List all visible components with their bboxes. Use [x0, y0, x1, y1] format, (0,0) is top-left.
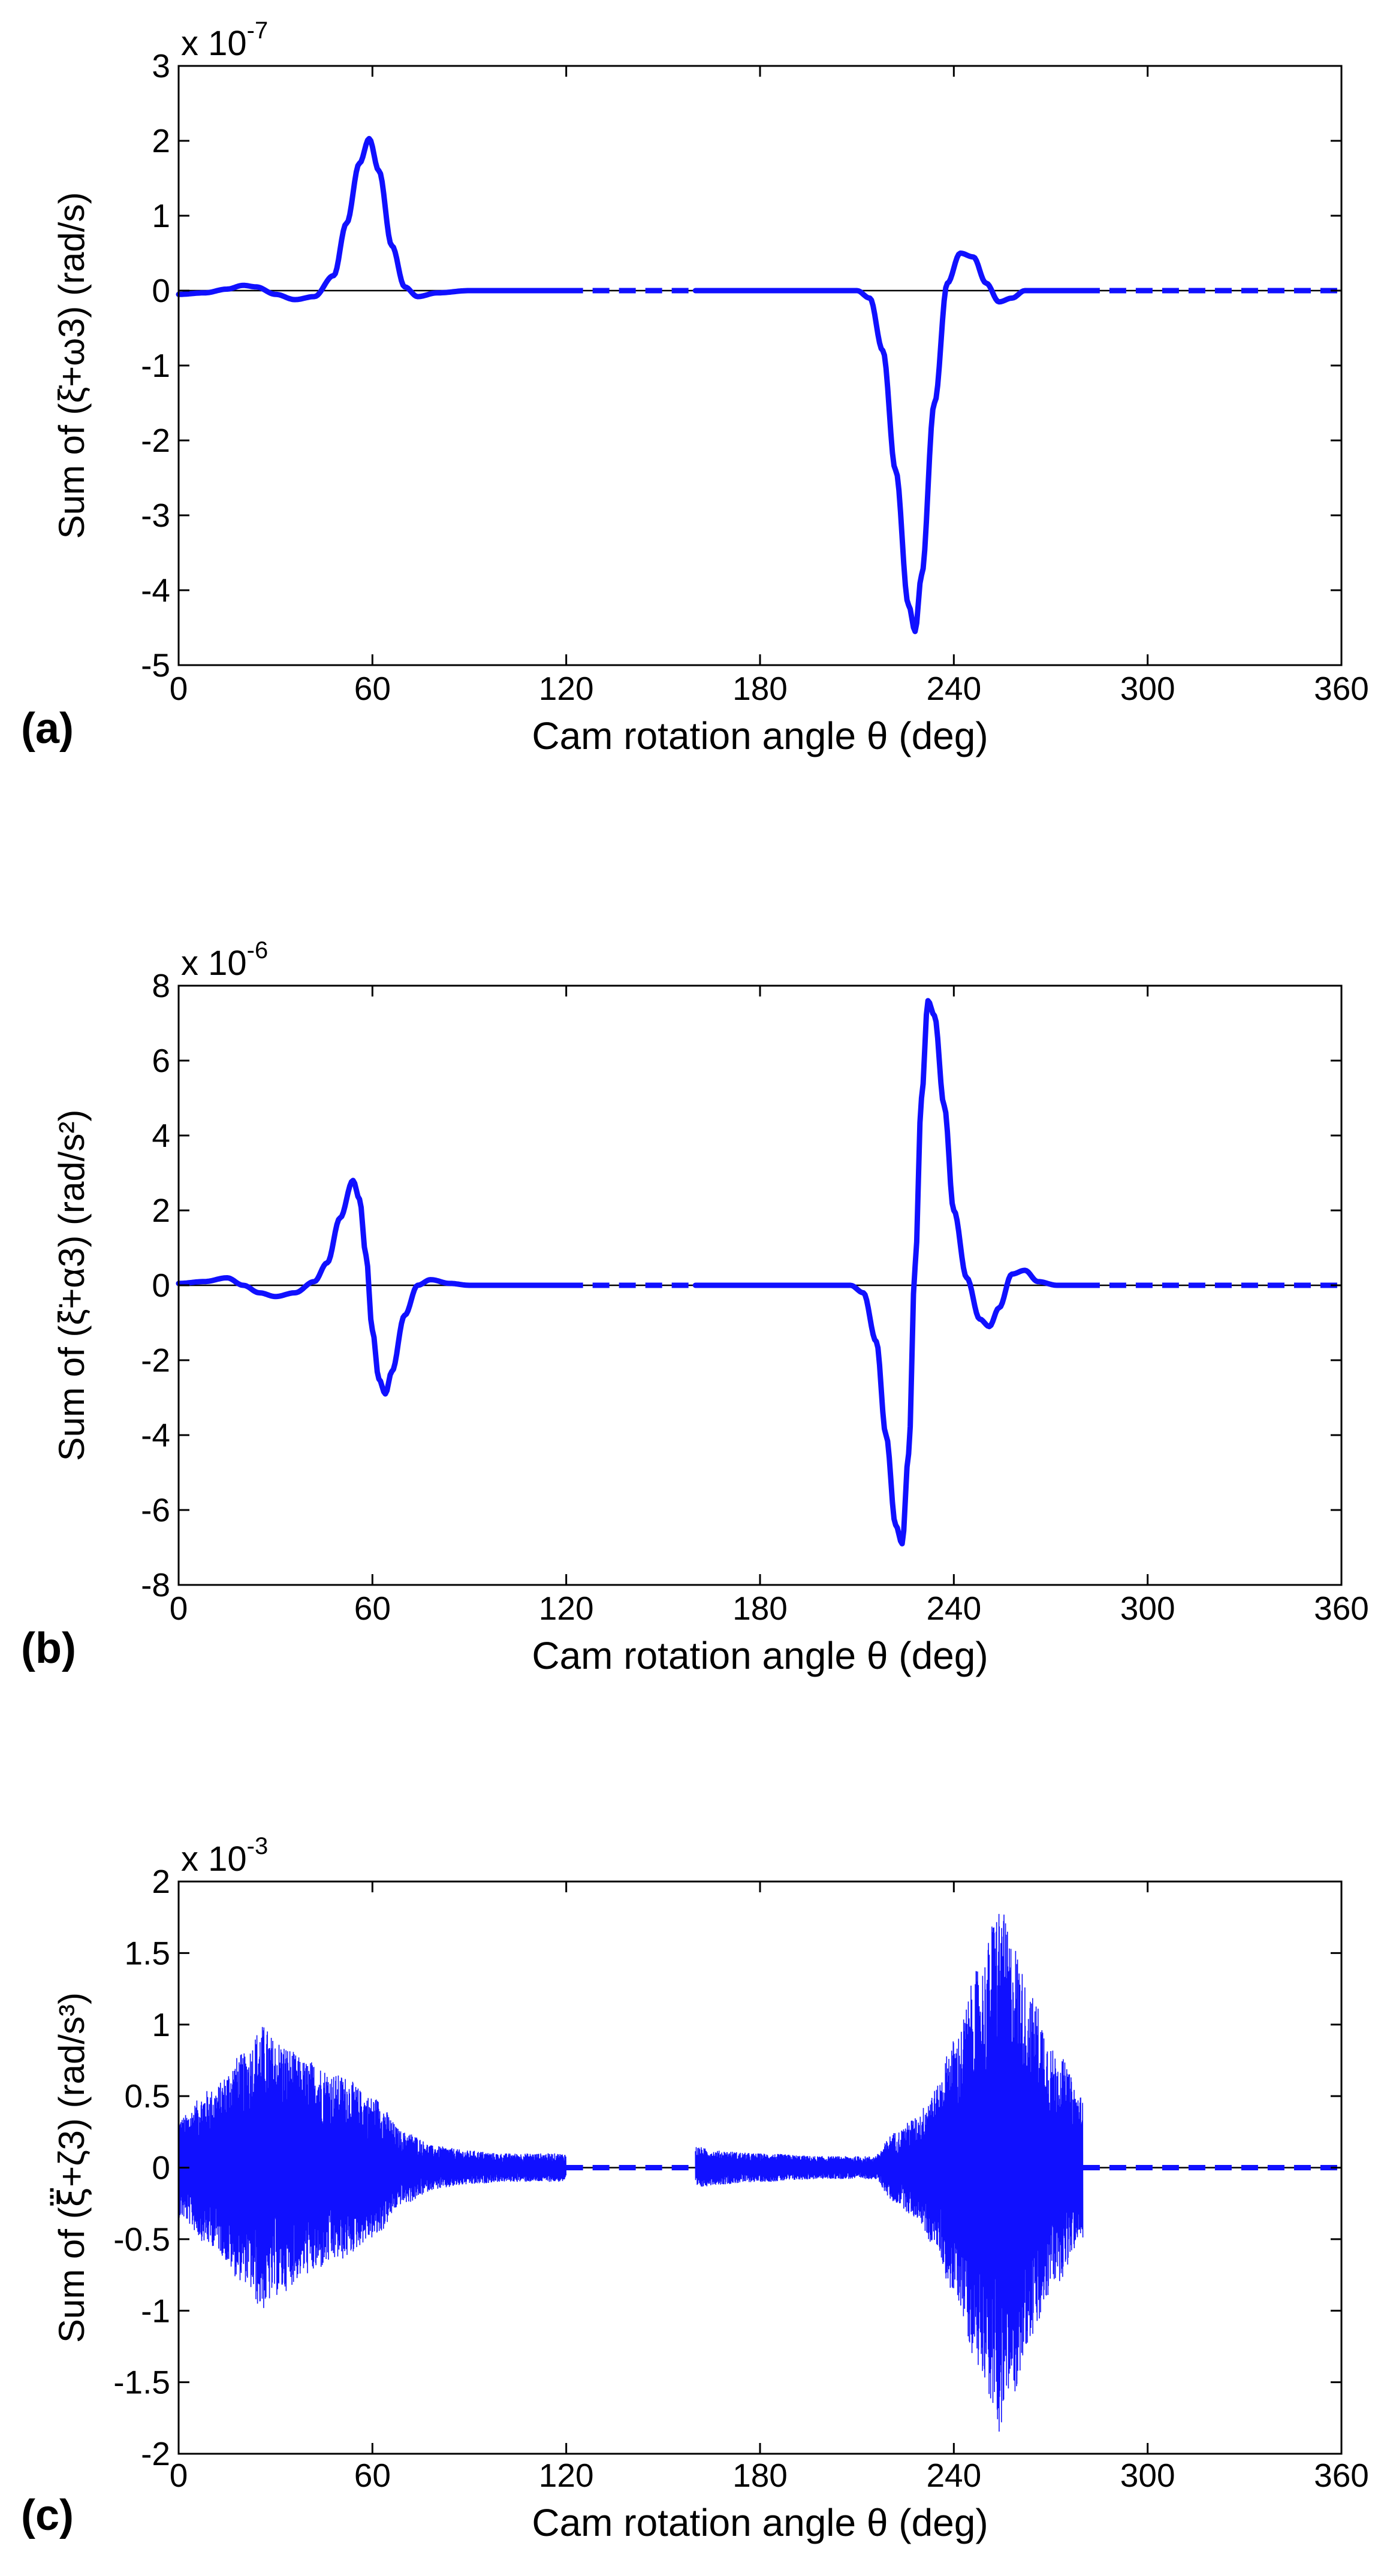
y-tick-label: -3: [141, 497, 170, 534]
series-line-2: [692, 250, 1086, 635]
y-tick-label: 1.5: [125, 1934, 170, 1971]
x-tick-label: 300: [1120, 1590, 1175, 1627]
y-tick-label: 1: [152, 197, 170, 234]
x-tick-label: 0: [170, 2457, 188, 2494]
x-tick-label: 60: [354, 1590, 391, 1627]
x-tick-label: 240: [926, 670, 981, 707]
y-tick-label: 8: [152, 967, 170, 1004]
y-tick-label: 6: [152, 1042, 170, 1079]
y-axis-label: Sum of (ξ̈+α3) (rad/s²): [52, 1110, 92, 1461]
x-tick-label: 0: [170, 670, 188, 707]
x-tick-label: 180: [732, 670, 788, 707]
panel-label: (c): [21, 2492, 74, 2539]
x-tick-label: 360: [1314, 1590, 1369, 1627]
y-axis-label: Sum of (ξ⃛+ζ3) (rad/s³): [50, 1992, 92, 2343]
y-tick-label: -1: [141, 2292, 170, 2329]
x-tick-label: 60: [354, 670, 391, 707]
y-tick-label: 0: [152, 1267, 170, 1304]
exponent-label: x 10-6: [181, 937, 268, 983]
x-tick-label: 120: [539, 670, 594, 707]
y-tick-label: 0.5: [125, 2077, 170, 2115]
y-tick-label: -8: [141, 1566, 170, 1603]
x-tick-label: 180: [732, 1590, 788, 1627]
y-tick-label: -2: [141, 422, 170, 459]
x-axis-label: Cam rotation angle θ (deg): [532, 2501, 988, 2544]
exponent-power: -7: [247, 17, 269, 44]
x-tick-label: 240: [926, 2457, 981, 2494]
exponent-label: x 10-7: [181, 17, 268, 63]
series-noise-0: [178, 2027, 567, 2308]
x-tick-label: 240: [926, 1590, 981, 1627]
y-axis-label: Sum of (ξ̇+ω3) (rad/s): [52, 192, 92, 539]
x-tick-label: 120: [539, 1590, 594, 1627]
y-tick-label: -5: [141, 647, 170, 684]
x-tick-label: 0: [170, 1590, 188, 1627]
series-line-0: [176, 135, 569, 303]
panel-label: (a): [21, 705, 74, 753]
y-tick-label: 1: [152, 2006, 170, 2043]
y-tick-label: 4: [152, 1117, 170, 1154]
series-group: [178, 1914, 1341, 2432]
y-tick-label: 3: [152, 47, 170, 84]
x-tick-label: 360: [1314, 2457, 1369, 2494]
y-tick-label: 2: [152, 1863, 170, 1900]
y-tick-label: -1.5: [113, 2364, 170, 2401]
x-tick-label: 120: [539, 2457, 594, 2494]
y-tick-label: 2: [152, 122, 170, 159]
y-tick-label: 0: [152, 272, 170, 309]
series-group: [176, 135, 1341, 635]
exponent-label: x 10-3: [181, 1833, 268, 1879]
x-axis-label: Cam rotation angle θ (deg): [532, 714, 988, 757]
series-noise-2: [695, 1914, 1084, 2432]
chart-panel-3: 0 60 120 180 240 300 360 -2 -1.5 -1 -0.5 0 0.5 1 1.5 2x…: [21, 1833, 1369, 2544]
y-tick-label: -2: [141, 1342, 170, 1379]
y-tick-label: -4: [141, 572, 170, 609]
exponent-power: -3: [247, 1833, 269, 1859]
x-tick-label: 60: [354, 2457, 391, 2494]
axes-box: [177, 65, 1343, 666]
y-tick-label: 0: [152, 2149, 170, 2187]
series-group: [176, 998, 1341, 1547]
y-tick-label: -0.5: [113, 2221, 170, 2258]
x-tick-label: 360: [1314, 670, 1369, 707]
y-tick-label: 2: [152, 1192, 170, 1229]
series-line-0: [176, 1177, 569, 1397]
x-tick-label: 300: [1120, 670, 1175, 707]
panel-label: (b): [21, 1624, 76, 1672]
x-tick-label: 300: [1120, 2457, 1175, 2494]
chart-panel-2: 0 60 120 180 240 300 360 -8 -6 -4 -2 0 2 4 6 8 x 10-6 Cam…: [21, 937, 1369, 1677]
x-axis-label: Cam rotation angle θ (deg): [532, 1634, 988, 1677]
x-tick-label: 180: [732, 2457, 788, 2494]
y-tick-label: -4: [141, 1417, 170, 1454]
y-tick-label: -1: [141, 347, 170, 384]
y-tick-label: -2: [141, 2435, 170, 2472]
chart-panel-1: 0 60 120 180 240 300 360 -5 -4 -3 -2 -1 0 1 2 3 x 10-7 Ca…: [21, 17, 1369, 757]
exponent-power: -6: [247, 937, 269, 964]
series-line-2: [692, 998, 1086, 1547]
y-tick-label: -6: [141, 1491, 170, 1529]
